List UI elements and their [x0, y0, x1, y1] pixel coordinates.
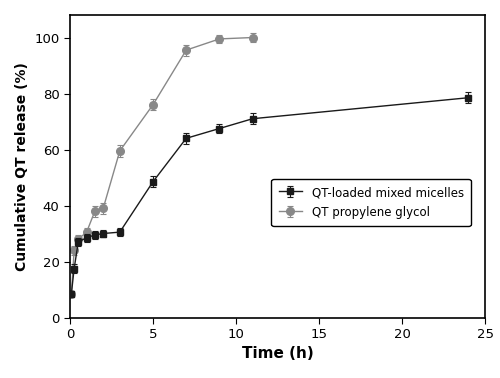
Y-axis label: Cumulative QT release (%): Cumulative QT release (%)	[15, 62, 29, 271]
Legend: QT-loaded mixed micelles, QT propylene glycol: QT-loaded mixed micelles, QT propylene g…	[272, 179, 471, 226]
X-axis label: Time (h): Time (h)	[242, 347, 314, 361]
